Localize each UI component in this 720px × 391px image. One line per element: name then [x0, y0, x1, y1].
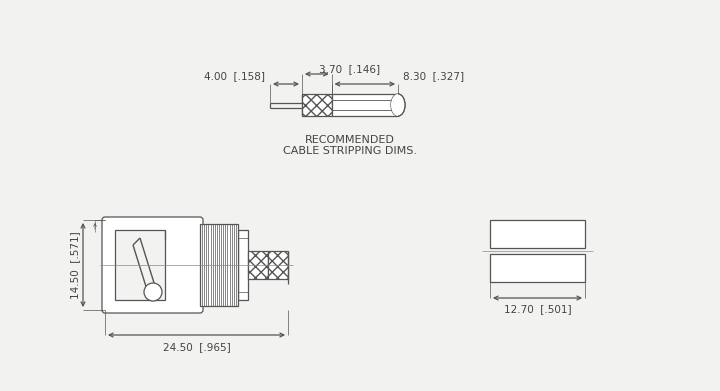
Text: RECOMMENDED: RECOMMENDED — [305, 135, 395, 145]
Text: 3.70  [.146]: 3.70 [.146] — [319, 64, 380, 74]
Bar — [268, 251, 288, 279]
Ellipse shape — [391, 94, 405, 116]
Bar — [200, 224, 238, 306]
Bar — [248, 251, 268, 279]
FancyBboxPatch shape — [102, 217, 203, 313]
Bar — [490, 220, 585, 248]
Bar — [238, 230, 248, 300]
Text: 12.70  [.501]: 12.70 [.501] — [504, 304, 571, 314]
Bar — [115, 230, 165, 300]
Bar — [332, 94, 398, 116]
Text: 14.50  [.571]: 14.50 [.571] — [70, 231, 80, 299]
Circle shape — [144, 283, 162, 301]
Text: 8.30  [.327]: 8.30 [.327] — [403, 71, 464, 81]
Text: CABLE STRIPPING DIMS.: CABLE STRIPPING DIMS. — [283, 146, 417, 156]
Text: 4.00  [.158]: 4.00 [.158] — [204, 71, 265, 81]
Bar — [302, 94, 332, 116]
Ellipse shape — [391, 94, 405, 116]
Bar — [490, 254, 585, 282]
Text: 24.50  [.965]: 24.50 [.965] — [163, 342, 230, 352]
